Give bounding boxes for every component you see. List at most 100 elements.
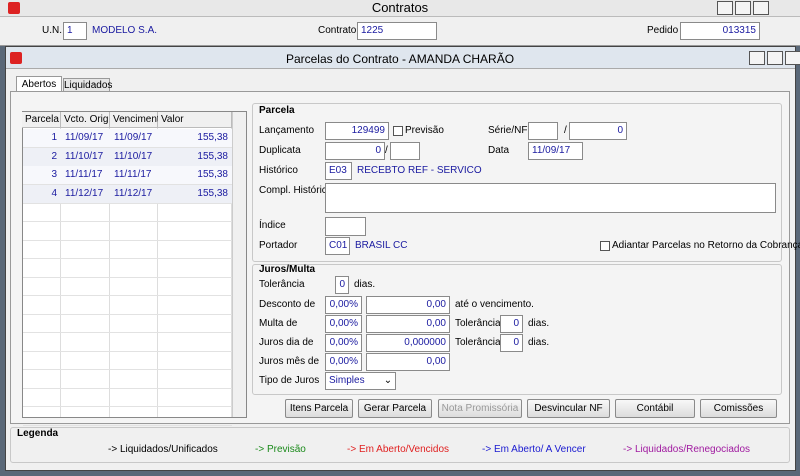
checkbox[interactable] xyxy=(600,241,610,251)
scrollbar[interactable] xyxy=(232,112,246,417)
grid-cell: 11/11/17 xyxy=(114,169,152,180)
legend-item: -> Previsão xyxy=(255,444,306,455)
row-line xyxy=(23,387,232,389)
group-box xyxy=(252,264,782,395)
tab[interactable]: Liquidados xyxy=(63,78,113,92)
input[interactable] xyxy=(325,216,366,236)
input[interactable]: 0 xyxy=(325,142,385,160)
column-header[interactable]: Parcela xyxy=(22,112,61,128)
label: Índice xyxy=(259,220,286,231)
dialog-title: Parcelas do Contrato - AMANDA CHARÃO xyxy=(285,52,515,66)
input[interactable]: 0 xyxy=(500,334,523,352)
grid-cell: 155,38 xyxy=(197,169,228,180)
input[interactable]: 013315 xyxy=(680,22,760,40)
input[interactable]: 0,00 xyxy=(366,315,450,333)
grid-cell: 155,38 xyxy=(197,132,228,143)
button[interactable]: Contábil xyxy=(615,399,695,418)
window-max-button[interactable] xyxy=(735,1,751,15)
row-line xyxy=(23,369,232,370)
row-line xyxy=(23,239,232,241)
row-line xyxy=(23,202,232,204)
grid-row[interactable] xyxy=(23,184,232,203)
select[interactable]: Simples xyxy=(325,372,396,390)
tab-active[interactable]: Abertos xyxy=(16,76,62,92)
label: Multa de xyxy=(259,318,298,329)
column-header[interactable]: Vencimento xyxy=(110,112,165,128)
input[interactable]: 0,00% xyxy=(325,334,362,352)
row-line xyxy=(23,350,232,352)
window-min-button[interactable] xyxy=(717,1,733,15)
window-min-button[interactable] xyxy=(749,51,765,65)
window-close-button[interactable] xyxy=(753,1,769,15)
input[interactable]: 129499 xyxy=(325,122,389,140)
row-line xyxy=(23,221,232,222)
label: Previsão xyxy=(405,125,444,136)
row-line xyxy=(23,295,232,296)
window-close-button[interactable] xyxy=(785,51,800,65)
legend-item: -> Liquidados/Unificados xyxy=(108,444,218,455)
label: Adiantar Parcelas no Retorno da Cobrança xyxy=(612,240,800,251)
input[interactable]: C01 xyxy=(325,237,350,255)
grid-cell: 11/09/17 xyxy=(114,132,153,143)
button: Nota Promissória xyxy=(438,399,522,418)
input[interactable]: 0,000000 xyxy=(366,334,450,352)
grid-cell: 11/12/17 xyxy=(65,187,104,199)
input[interactable] xyxy=(390,142,420,160)
row-line xyxy=(23,313,232,315)
row-line xyxy=(23,406,232,407)
label: Série/NF xyxy=(488,125,528,136)
grid-cell: 11/10/17 xyxy=(65,150,104,162)
label: U.N. xyxy=(42,25,62,36)
input[interactable] xyxy=(528,122,558,140)
column-line xyxy=(157,128,158,417)
input[interactable]: 0,00% xyxy=(325,296,362,314)
grid-cell: 11/12/17 xyxy=(114,187,153,199)
label: até o vencimento. xyxy=(455,299,534,310)
label: Pedido xyxy=(647,25,679,36)
legend-item: -> Em Aberto/Vencidos xyxy=(347,444,450,455)
grid-cell: 11/09/17 xyxy=(65,132,104,143)
input[interactable]: 0,00 xyxy=(366,296,450,314)
column-header[interactable]: Vcto. Orig xyxy=(61,112,110,128)
input[interactable]: 11/09/17 xyxy=(528,142,583,160)
window-max-button[interactable] xyxy=(767,51,783,65)
grid-cell: 2 xyxy=(51,150,57,162)
button[interactable]: Itens Parcela xyxy=(285,399,353,418)
separator: / xyxy=(385,145,388,156)
label: dias. xyxy=(528,318,550,329)
input[interactable]: 0,00% xyxy=(325,353,362,371)
input[interactable]: 1 xyxy=(63,22,87,40)
label: Tolerância xyxy=(455,318,501,329)
label: Portador xyxy=(259,240,298,251)
button[interactable]: Gerar Parcela xyxy=(358,399,432,418)
grid-row[interactable] xyxy=(23,147,232,166)
input[interactable]: 1225 xyxy=(357,22,437,40)
row-line xyxy=(23,258,232,259)
legend-item: -> Liquidados/Renegociados xyxy=(623,444,751,455)
input[interactable]: E03 xyxy=(325,162,352,180)
input[interactable]: 0 xyxy=(335,276,349,294)
input[interactable]: 0,00 xyxy=(366,353,450,371)
button[interactable]: Comissões xyxy=(700,399,777,418)
grid-row[interactable] xyxy=(23,129,232,147)
checkbox[interactable] xyxy=(393,126,403,136)
input[interactable]: 0 xyxy=(569,122,627,140)
grid-cell: 1 xyxy=(51,132,57,143)
grid-cell: 155,38 xyxy=(197,187,228,199)
label: Compl. Histórico xyxy=(259,185,333,196)
textarea[interactable] xyxy=(325,183,776,213)
column-header[interactable]: Valor xyxy=(158,112,232,128)
label: Histórico xyxy=(259,165,298,176)
label: Tipo de Juros xyxy=(259,375,320,386)
label: dias. xyxy=(354,279,376,290)
group-title: Juros/Multa xyxy=(259,264,316,275)
button[interactable]: Desvincular NF xyxy=(527,399,610,418)
label: dias. xyxy=(528,337,550,348)
label: Tolerância xyxy=(259,279,305,290)
grid-row[interactable] xyxy=(23,166,232,184)
input[interactable]: 0,00% xyxy=(325,315,362,333)
grid-cell: 11/10/17 xyxy=(114,150,153,162)
group-box xyxy=(10,427,790,463)
input[interactable]: 0 xyxy=(500,315,523,333)
